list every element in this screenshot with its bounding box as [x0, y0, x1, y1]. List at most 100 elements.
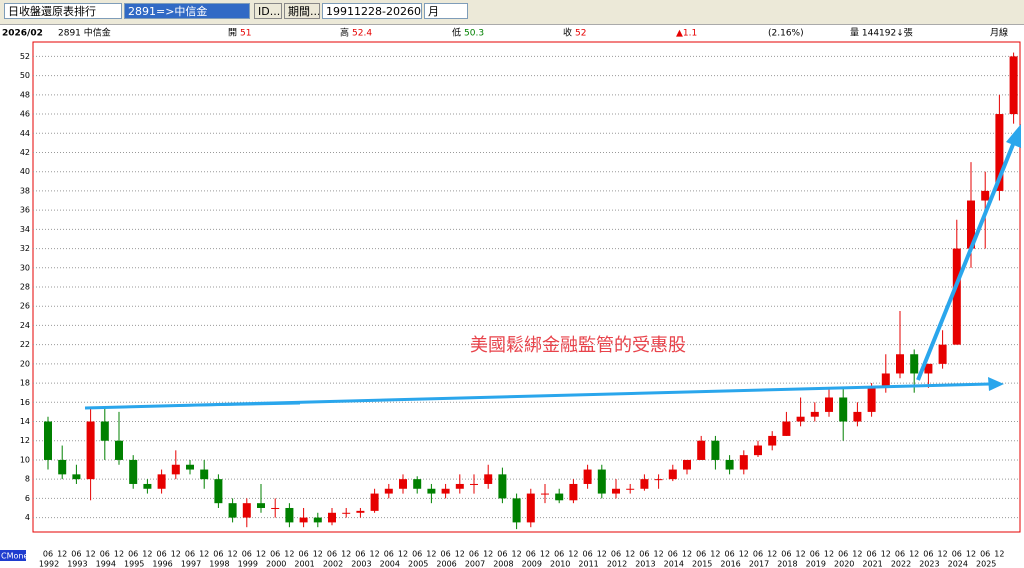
candle-body [342, 512, 351, 514]
x-tick-label: 06 [469, 550, 479, 559]
x-tick-label: 12 [710, 550, 720, 559]
x-tick-label: 06 [242, 550, 252, 559]
candle-body [640, 479, 649, 489]
candle-body [739, 455, 748, 470]
x-tick-label: 12 [426, 550, 436, 559]
x-tick-label: 06 [725, 550, 735, 559]
stock-select[interactable]: 2891=>中信金 [124, 3, 250, 19]
year-label: 2002 [323, 560, 343, 568]
candle-body [157, 474, 166, 489]
y-tick-label: 28 [20, 283, 30, 292]
x-tick-label: 06 [384, 550, 394, 559]
x-tick-label: 12 [228, 550, 238, 559]
candle-body [470, 483, 478, 485]
candle-body [782, 421, 791, 436]
year-label: 2016 [720, 560, 740, 568]
x-tick-label: 12 [796, 550, 806, 559]
x-tick-label: 12 [824, 550, 834, 559]
x-tick-label: 06 [213, 550, 223, 559]
x-tick-label: 06 [412, 550, 422, 559]
open-label: 開 [228, 28, 237, 39]
y-tick-label: 24 [20, 321, 30, 330]
date: 2026/02 [2, 29, 43, 39]
y-tick-label: 14 [20, 417, 30, 426]
year-label: 1992 [39, 560, 59, 568]
candle-body [299, 517, 308, 523]
x-tick-label: 06 [71, 550, 81, 559]
candle-body [654, 479, 663, 481]
x-tick-label: 06 [441, 550, 451, 559]
chart: 2026/02 2891 中信金 開 51 高 52.4 低 50.3 收 52… [0, 27, 1021, 568]
high-label: 高 [340, 27, 349, 39]
year-label: 2011 [578, 560, 598, 568]
arrowhead [1006, 124, 1021, 148]
year-label: 2021 [862, 560, 882, 568]
candle-body [72, 474, 81, 480]
y-tick-label: 16 [20, 398, 30, 407]
source-badge [0, 550, 26, 561]
candle-body [612, 488, 620, 494]
x-tick-label: 06 [270, 550, 280, 559]
candle-body [697, 440, 706, 460]
candle-body [725, 459, 734, 470]
year-label: 2008 [493, 560, 513, 568]
candle-body [711, 440, 720, 460]
x-tick-label: 06 [923, 550, 933, 559]
y-tick-label: 26 [20, 302, 30, 311]
report-select[interactable]: 日收盤還原表排行 [4, 3, 122, 19]
y-tick-label: 6 [25, 494, 30, 503]
close-label: 收 [563, 27, 572, 39]
x-tick-label: 06 [497, 550, 507, 559]
x-tick-label: 06 [810, 550, 820, 559]
high-value: 52.4 [352, 29, 372, 39]
id-button[interactable]: ID... [254, 3, 282, 19]
x-tick-label: 12 [114, 550, 124, 559]
year-label: 2018 [777, 560, 797, 568]
candle-body [441, 488, 450, 494]
candle-body [58, 459, 67, 475]
x-tick-label: 12 [739, 550, 749, 559]
candle-body [86, 421, 95, 480]
year-label: 2014 [664, 560, 684, 568]
x-tick-label: 12 [171, 550, 181, 559]
candle-body [356, 510, 365, 513]
volume: 量 144192↓張 [850, 28, 913, 39]
x-tick-label: 06 [980, 550, 990, 559]
candle-body [583, 469, 592, 484]
candle-body [796, 416, 805, 422]
candle-body [214, 479, 223, 504]
y-tick-label: 36 [20, 206, 30, 215]
open-value: 51 [240, 29, 251, 39]
y-tick-label: 46 [20, 110, 30, 119]
year-label: 2006 [436, 560, 456, 568]
candle-body [242, 503, 251, 518]
freq-select[interactable]: 月 [424, 3, 468, 19]
candle-body [413, 479, 422, 489]
year-label: 2010 [550, 560, 570, 568]
year-label: 2009 [522, 560, 542, 568]
candle-body [867, 387, 876, 412]
y-tick-label: 42 [20, 148, 30, 157]
y-tick-label: 34 [20, 225, 30, 234]
year-label: 2020 [834, 560, 854, 568]
candle-body [384, 488, 393, 494]
freq-label: 月線 [990, 27, 1008, 39]
x-tick-label: 06 [526, 550, 536, 559]
candle-body [910, 354, 919, 374]
x-tick-label: 12 [370, 550, 380, 559]
year-label: 2022 [891, 560, 911, 568]
year-label: 2007 [465, 560, 485, 568]
candle-body [200, 469, 209, 480]
range-field[interactable]: 19911228-20260209 [322, 3, 422, 19]
candle-body [555, 493, 564, 501]
y-tick-label: 10 [20, 455, 30, 464]
y-tick-label: 18 [20, 379, 30, 388]
candle-body [541, 493, 549, 495]
y-tick-label: 22 [20, 340, 30, 349]
candle-body [171, 464, 180, 475]
candle-body [228, 503, 237, 518]
period-button[interactable]: 期間... [284, 3, 320, 19]
x-tick-label: 06 [668, 550, 678, 559]
candle-body [427, 488, 436, 494]
candle-body [143, 483, 152, 489]
